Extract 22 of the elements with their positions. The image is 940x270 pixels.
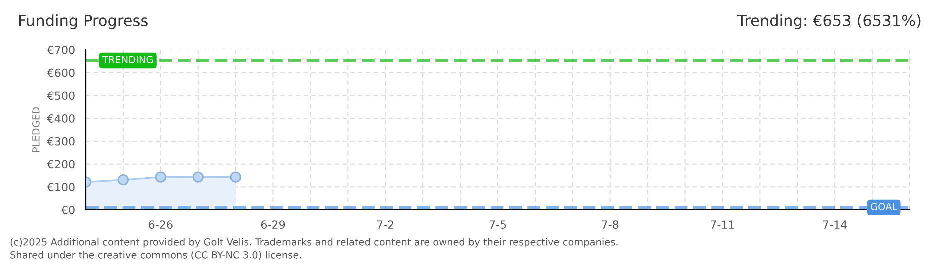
x-tick-label: 7-8 [602, 220, 619, 230]
y-tick-label: €700 [47, 46, 75, 54]
x-tick-label: 6-29 [261, 220, 286, 230]
text: Shared under the creative commons (CC BY-NC 3.0) license. [10, 251, 302, 260]
ref-line-label: GOAL [871, 203, 898, 211]
x-tick-label: 7-5 [490, 220, 506, 230]
y-axis-title: PLEDGED [32, 108, 40, 152]
y-tick-label: €0 [61, 206, 75, 214]
x-tick-label: 7-11 [711, 220, 734, 229]
y-tick-label: €500 [47, 92, 75, 100]
y-tick-label: €200 [47, 160, 75, 169]
y-tick-label: €300 [47, 137, 75, 146]
chart-subtitle: Trending: €653 (6531%) [737, 14, 921, 30]
ref-line-label: TRENDING [102, 56, 153, 64]
y-tick-label: €600 [47, 68, 75, 78]
text: (c)2025 Additional content provided by Golt Velis. Trademarks and related content are owned by their respective companies. [10, 238, 618, 248]
chart-title: Funding Progress [20, 14, 148, 30]
y-tick-label: €100 [47, 183, 75, 192]
x-tick-label: 6-26 [149, 220, 173, 230]
x-tick-label: 7-14 [823, 220, 848, 229]
x-tick-label: 7-2 [377, 220, 394, 229]
y-tick-label: €400 [47, 114, 75, 123]
